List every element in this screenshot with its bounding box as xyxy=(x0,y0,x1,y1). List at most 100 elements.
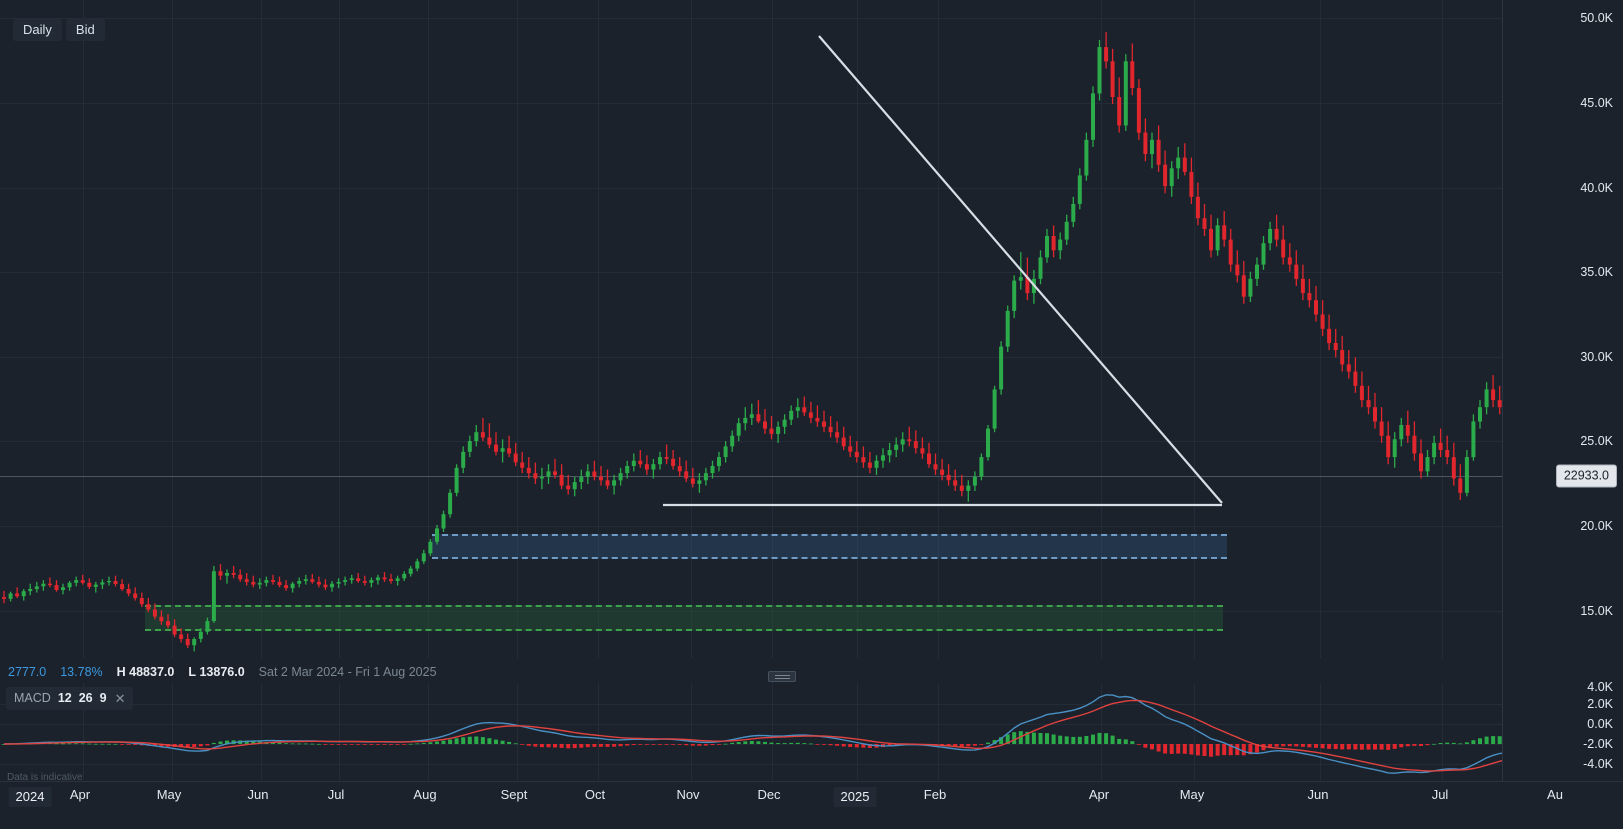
time-tick: Apr xyxy=(69,787,91,802)
macd-panel[interactable]: MACD 12 26 9 ✕ xyxy=(0,683,1502,780)
gridline-v xyxy=(857,683,858,780)
ohlc-info-bar: 2777.0 13.78% H 48837.0 L 13876.0 Sat 2 … xyxy=(0,658,1502,680)
demand-zone-blue[interactable] xyxy=(432,534,1227,559)
gridline-h xyxy=(0,272,1502,273)
time-tick: Jul xyxy=(327,787,345,802)
gridline-h xyxy=(0,764,1502,765)
price-chart-panel[interactable] xyxy=(0,0,1502,660)
gridline-v xyxy=(428,0,429,660)
gridline-v xyxy=(1194,683,1195,780)
gridline-h xyxy=(0,724,1502,725)
macd-tick: 2.0K xyxy=(1587,697,1613,711)
gridline-v xyxy=(1442,683,1443,780)
price-tick: 45.0K xyxy=(1580,96,1613,110)
time-axis[interactable]: 2024 Apr May Jun Jul Aug Sept Oct Nov De… xyxy=(0,781,1623,829)
macd-slow: 26 xyxy=(78,691,93,705)
demand-zone-green[interactable] xyxy=(145,605,1223,631)
macd-tick: -4.0K xyxy=(1583,757,1613,771)
gridline-v xyxy=(172,683,173,780)
gridline-v xyxy=(1194,0,1195,660)
low-label: L xyxy=(188,665,196,679)
high-label: H xyxy=(116,665,126,679)
gridline-v xyxy=(598,683,599,780)
gridline-h xyxy=(0,103,1502,104)
low-value: L 13876.0 xyxy=(188,665,244,679)
gridline-v xyxy=(1320,0,1321,660)
price-tick: 35.0K xyxy=(1580,265,1613,279)
gridline-h xyxy=(0,611,1502,612)
macd-tick: 0.0K xyxy=(1587,717,1613,731)
candlestick-series xyxy=(2,32,1502,652)
gridline-v xyxy=(339,683,340,780)
gridline-v xyxy=(517,0,518,660)
panel-resize-handle[interactable] xyxy=(768,671,796,682)
high-number: 48837.0 xyxy=(129,665,175,679)
gridline-v xyxy=(261,0,262,660)
time-tick: Apr xyxy=(1088,787,1110,802)
time-tick: Nov xyxy=(676,787,700,802)
high-value: H 48837.0 xyxy=(117,665,175,679)
gridline-v xyxy=(1101,0,1102,660)
gridline-h xyxy=(0,188,1502,189)
price-tick: 40.0K xyxy=(1580,181,1613,195)
macd-tick: -2.0K xyxy=(1583,737,1613,751)
price-tick: 15.0K xyxy=(1580,604,1613,618)
gridline-v xyxy=(339,0,340,660)
macd-tick: 4.0K xyxy=(1587,680,1613,694)
chart-toolbar: Daily Bid xyxy=(13,19,105,41)
change-percent: 13.78% xyxy=(60,665,103,679)
gridline-h xyxy=(0,704,1502,705)
time-tick: Jun xyxy=(1307,787,1329,802)
gridline-v xyxy=(428,683,429,780)
macd-legend[interactable]: MACD 12 26 9 ✕ xyxy=(6,687,134,710)
gridline-v xyxy=(691,683,692,780)
gridline-v xyxy=(261,683,262,780)
time-tick: Feb xyxy=(923,787,947,802)
macd-signal: 9 xyxy=(99,691,107,705)
gridline-v xyxy=(691,0,692,660)
price-tick: 20.0K xyxy=(1580,519,1613,533)
time-tick: Dec xyxy=(757,787,781,802)
macd-fast: 12 xyxy=(57,691,72,705)
time-tick: Jun xyxy=(247,787,269,802)
descending-resistance-line[interactable] xyxy=(818,35,1223,504)
price-axis[interactable]: 50.0K 45.0K 40.0K 35.0K 30.0K 25.0K 20.0… xyxy=(1502,0,1623,660)
gridline-v xyxy=(772,0,773,660)
price-type-chip[interactable]: Bid xyxy=(65,19,105,41)
date-range: Sat 2 Mar 2024 - Fri 1 Aug 2025 xyxy=(258,665,437,679)
gridline-v xyxy=(938,0,939,660)
macd-axis[interactable]: 4.0K 2.0K 0.0K -2.0K -4.0K xyxy=(1502,680,1623,780)
gridline-v xyxy=(938,683,939,780)
price-tick: 30.0K xyxy=(1580,350,1613,364)
price-tick: 25.0K xyxy=(1580,434,1613,448)
time-tick-year: 2025 xyxy=(833,787,877,807)
time-tick: Jul xyxy=(1431,787,1449,802)
current-price-tag: 22933.0 xyxy=(1555,464,1617,488)
time-tick: May xyxy=(1179,787,1205,802)
time-tick: Sept xyxy=(500,787,528,802)
gridline-h xyxy=(0,18,1502,19)
time-tick: Oct xyxy=(584,787,606,802)
time-tick: Au xyxy=(1547,787,1563,802)
time-tick-year: 2024 xyxy=(8,787,52,807)
low-number: 13876.0 xyxy=(199,665,245,679)
time-tick: May xyxy=(156,787,182,802)
current-price-line xyxy=(0,476,1502,477)
gridline-v xyxy=(1101,683,1102,780)
gridline-h xyxy=(0,357,1502,358)
gridline-h xyxy=(0,526,1502,527)
gridline-v xyxy=(172,0,173,660)
gridline-v xyxy=(1320,683,1321,780)
price-tick: 50.0K xyxy=(1580,11,1613,25)
gridline-v xyxy=(1442,0,1443,660)
close-icon[interactable]: ✕ xyxy=(114,690,126,706)
gridline-h xyxy=(0,744,1502,745)
gridline-v xyxy=(598,0,599,660)
gridline-h xyxy=(0,441,1502,442)
axis-divider xyxy=(1502,0,1503,781)
macd-series xyxy=(2,694,1502,774)
timeframe-chip[interactable]: Daily xyxy=(13,19,62,41)
gridline-v xyxy=(772,683,773,780)
gridline-v xyxy=(83,0,84,660)
